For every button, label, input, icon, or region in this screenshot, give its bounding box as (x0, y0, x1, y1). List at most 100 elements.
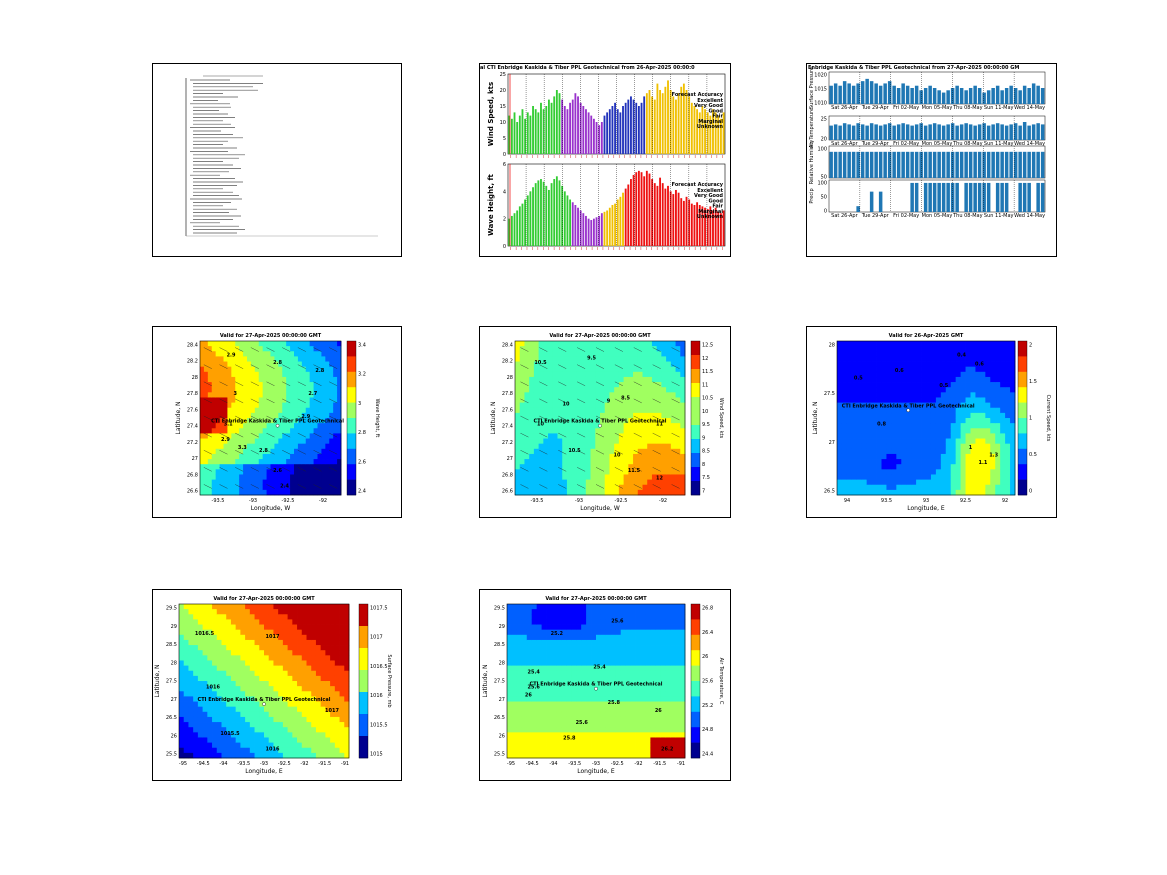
pressure_map-cell (292, 629, 298, 636)
wind-bar (685, 90, 688, 154)
current_map-cell (866, 474, 873, 480)
pressure_map-cell (179, 722, 185, 728)
current_map-cell (930, 376, 937, 383)
wave_map-cell (329, 464, 334, 470)
pressure_map-cell (268, 665, 274, 672)
wind_map-cell (661, 382, 667, 388)
wave_map-cell (274, 341, 279, 347)
wave_map-cell (258, 366, 264, 373)
current_map-cell (995, 469, 1001, 475)
pressure_map-cell (254, 732, 260, 738)
current_map-cell (911, 382, 917, 388)
wind_map-cell (666, 356, 672, 362)
wave_map-cell (258, 418, 264, 424)
wave_map-cell (317, 448, 322, 455)
current_map-cell (871, 428, 877, 434)
wind_map-cell (618, 484, 625, 491)
humid_ts-bar (1004, 151, 1009, 178)
current_map-cell (965, 387, 971, 393)
pressure_map-cell (264, 732, 270, 738)
pressure_map-cell (268, 650, 274, 656)
current_map-cell (926, 392, 932, 398)
wind_map-cell (661, 433, 667, 439)
pressure_map-cell (268, 742, 274, 749)
pressure_map-cell (188, 706, 194, 713)
wave_map-arrow (219, 364, 228, 369)
pressure_ts-bar (955, 85, 959, 104)
pressure_ts-bar (878, 85, 883, 104)
pressure_map-cell (245, 727, 251, 733)
wind_map-cell (670, 351, 676, 357)
precip_ts-bar (937, 182, 941, 212)
wind_map-cell (666, 392, 672, 398)
current_map-cell (886, 459, 892, 465)
wind_map-cell (633, 459, 639, 465)
wind_map-cell (623, 371, 629, 378)
wave_map-cell (313, 453, 318, 460)
wind_map-cell (623, 448, 629, 455)
pressure_map-cell (301, 624, 307, 631)
wave_map-cell (270, 448, 275, 455)
pressure_map-cell (188, 624, 194, 631)
wind_map-cell (543, 371, 549, 378)
pressure_map-cell (268, 634, 274, 641)
current_map-cell (940, 407, 947, 414)
pressure_ts-ylabel: Surface Pressure (809, 67, 815, 109)
current_map-cell (856, 392, 863, 398)
wave_map-cell (235, 361, 240, 368)
pressure_map-cell (188, 747, 194, 754)
wind_map-cell (637, 484, 643, 491)
wind_map-cell (557, 448, 563, 455)
wind_map-cell (552, 366, 558, 373)
wave_map-cell (321, 341, 326, 347)
wave_map-cell (301, 453, 307, 460)
current_map-cell (935, 484, 942, 491)
wind_map-cell (670, 397, 676, 403)
wave_map-contour-label: 3.1 (224, 422, 233, 428)
wave_map-arrow (282, 381, 291, 386)
wave_map-arrow (235, 347, 244, 352)
wind_map-cell (557, 484, 563, 491)
current_map-cell (945, 407, 952, 414)
wind_map-arrow (595, 364, 605, 369)
current_map-cell (990, 361, 996, 368)
wave_map-cell (278, 387, 283, 393)
wind_map-cell (543, 453, 549, 460)
current_map-cell (935, 397, 942, 403)
pressure_map-cell (282, 660, 289, 666)
wind_map-cell (571, 351, 577, 357)
wave_map-cell (309, 387, 314, 393)
wave_map-cell (286, 443, 291, 450)
pressure_map-cell (240, 629, 246, 636)
wave_map-cell (203, 397, 209, 403)
temp_ts-bar (923, 125, 928, 140)
wave_map-cell (294, 361, 299, 368)
wave_map-cell (274, 479, 279, 486)
current_map-cell (926, 361, 932, 368)
wind_map-cell (647, 392, 653, 398)
current_map-cell (856, 407, 863, 414)
pressure_map-cell (226, 752, 232, 759)
current_map-cell (891, 464, 897, 470)
pressure_map-cell (216, 732, 222, 738)
current_map-cell (1010, 474, 1016, 480)
current_map-cell (901, 412, 907, 419)
current_map-cell (886, 453, 892, 460)
wind-bar (574, 93, 577, 154)
wind_map-arrow (539, 381, 548, 386)
current_map-cell (1010, 387, 1016, 393)
wind_map-cell (604, 412, 610, 419)
current_map-cell (1000, 484, 1006, 491)
wave_map-cell (235, 407, 240, 414)
current_map-cell (901, 407, 907, 414)
current_map-cell (841, 346, 848, 352)
wind_map-cell (670, 489, 676, 496)
temp_ts-bar (1018, 125, 1022, 140)
wave_map-cell (321, 433, 326, 439)
wave_map-cell (333, 443, 338, 450)
pressure_map-cell (297, 639, 303, 646)
wave_map-cell (219, 443, 224, 450)
wave_map-cell (203, 443, 209, 450)
wave-bar (690, 203, 693, 246)
wind_map-cell (543, 392, 549, 398)
